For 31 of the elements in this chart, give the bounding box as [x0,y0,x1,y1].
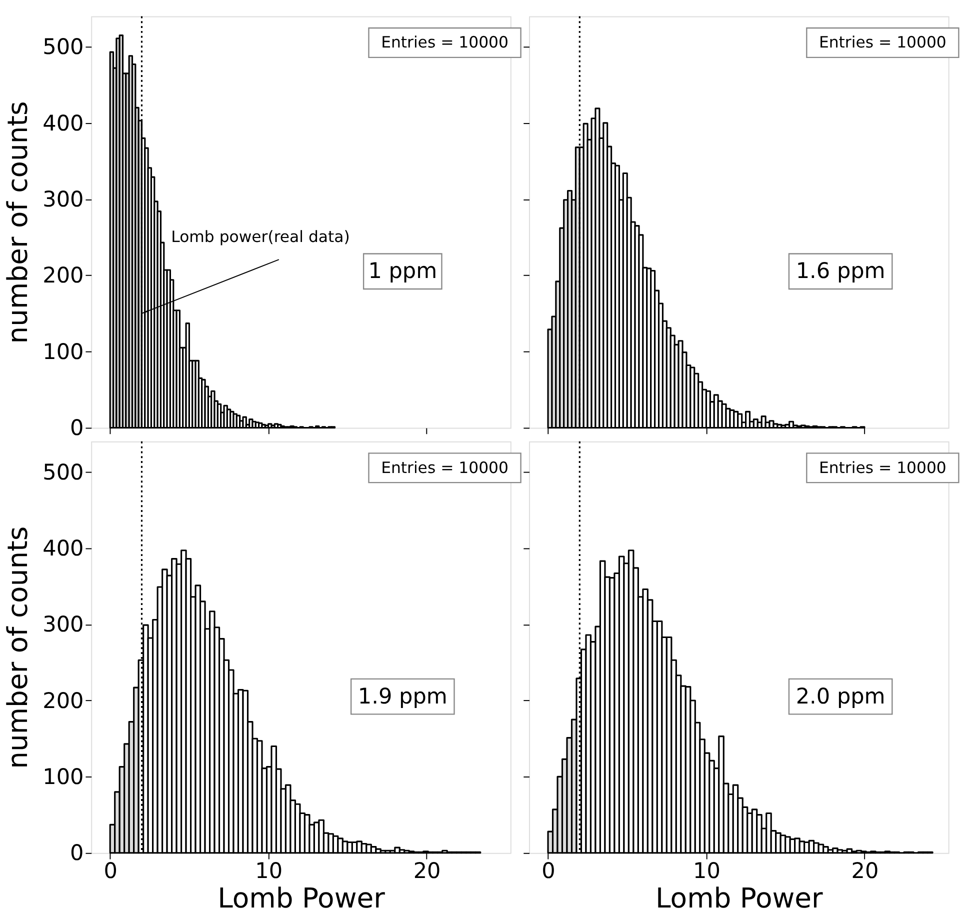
x-tick-label: 10 [693,858,720,884]
annotation: Entries = 10000 [381,458,508,477]
annotation: 1.9 ppm [358,684,448,710]
x-tick-label: 0 [104,858,118,884]
y-tick-label: 100 [42,340,84,365]
y-tick-label: 500 [42,35,84,60]
y-tick-label: 0 [70,416,84,442]
annotation: 1 ppm [368,259,438,284]
x-tick-label: 20 [851,858,879,884]
y-axis-title: number of counts [2,101,34,344]
annotation: Entries = 10000 [381,32,508,52]
annotation: Entries = 10000 [818,32,946,52]
y-tick-label: 300 [42,187,84,212]
y-tick-label: 400 [42,536,84,562]
y-axis-title: number of counts [2,526,34,769]
y-tick-label: 200 [42,688,84,714]
x-tick-label: 10 [255,858,283,884]
y-tick-label: 0 [70,841,84,866]
annotation: 1.6 ppm [796,259,886,284]
y-tick-label: 400 [42,111,84,136]
x-tick-label: 0 [542,858,556,884]
y-tick-label: 500 [42,460,84,486]
x-tick-label: 20 [413,858,441,884]
y-tick-label: 200 [42,264,84,289]
x-axis-title: Lomb Power [656,883,824,914]
y-tick-label: 100 [42,765,84,790]
annotation: Lomb power(real data) [171,226,350,246]
annotation: Entries = 10000 [818,458,946,477]
y-tick-label: 300 [42,612,84,638]
annotation: 2.0 ppm [796,684,886,710]
x-axis-title: Lomb Power [218,883,386,914]
